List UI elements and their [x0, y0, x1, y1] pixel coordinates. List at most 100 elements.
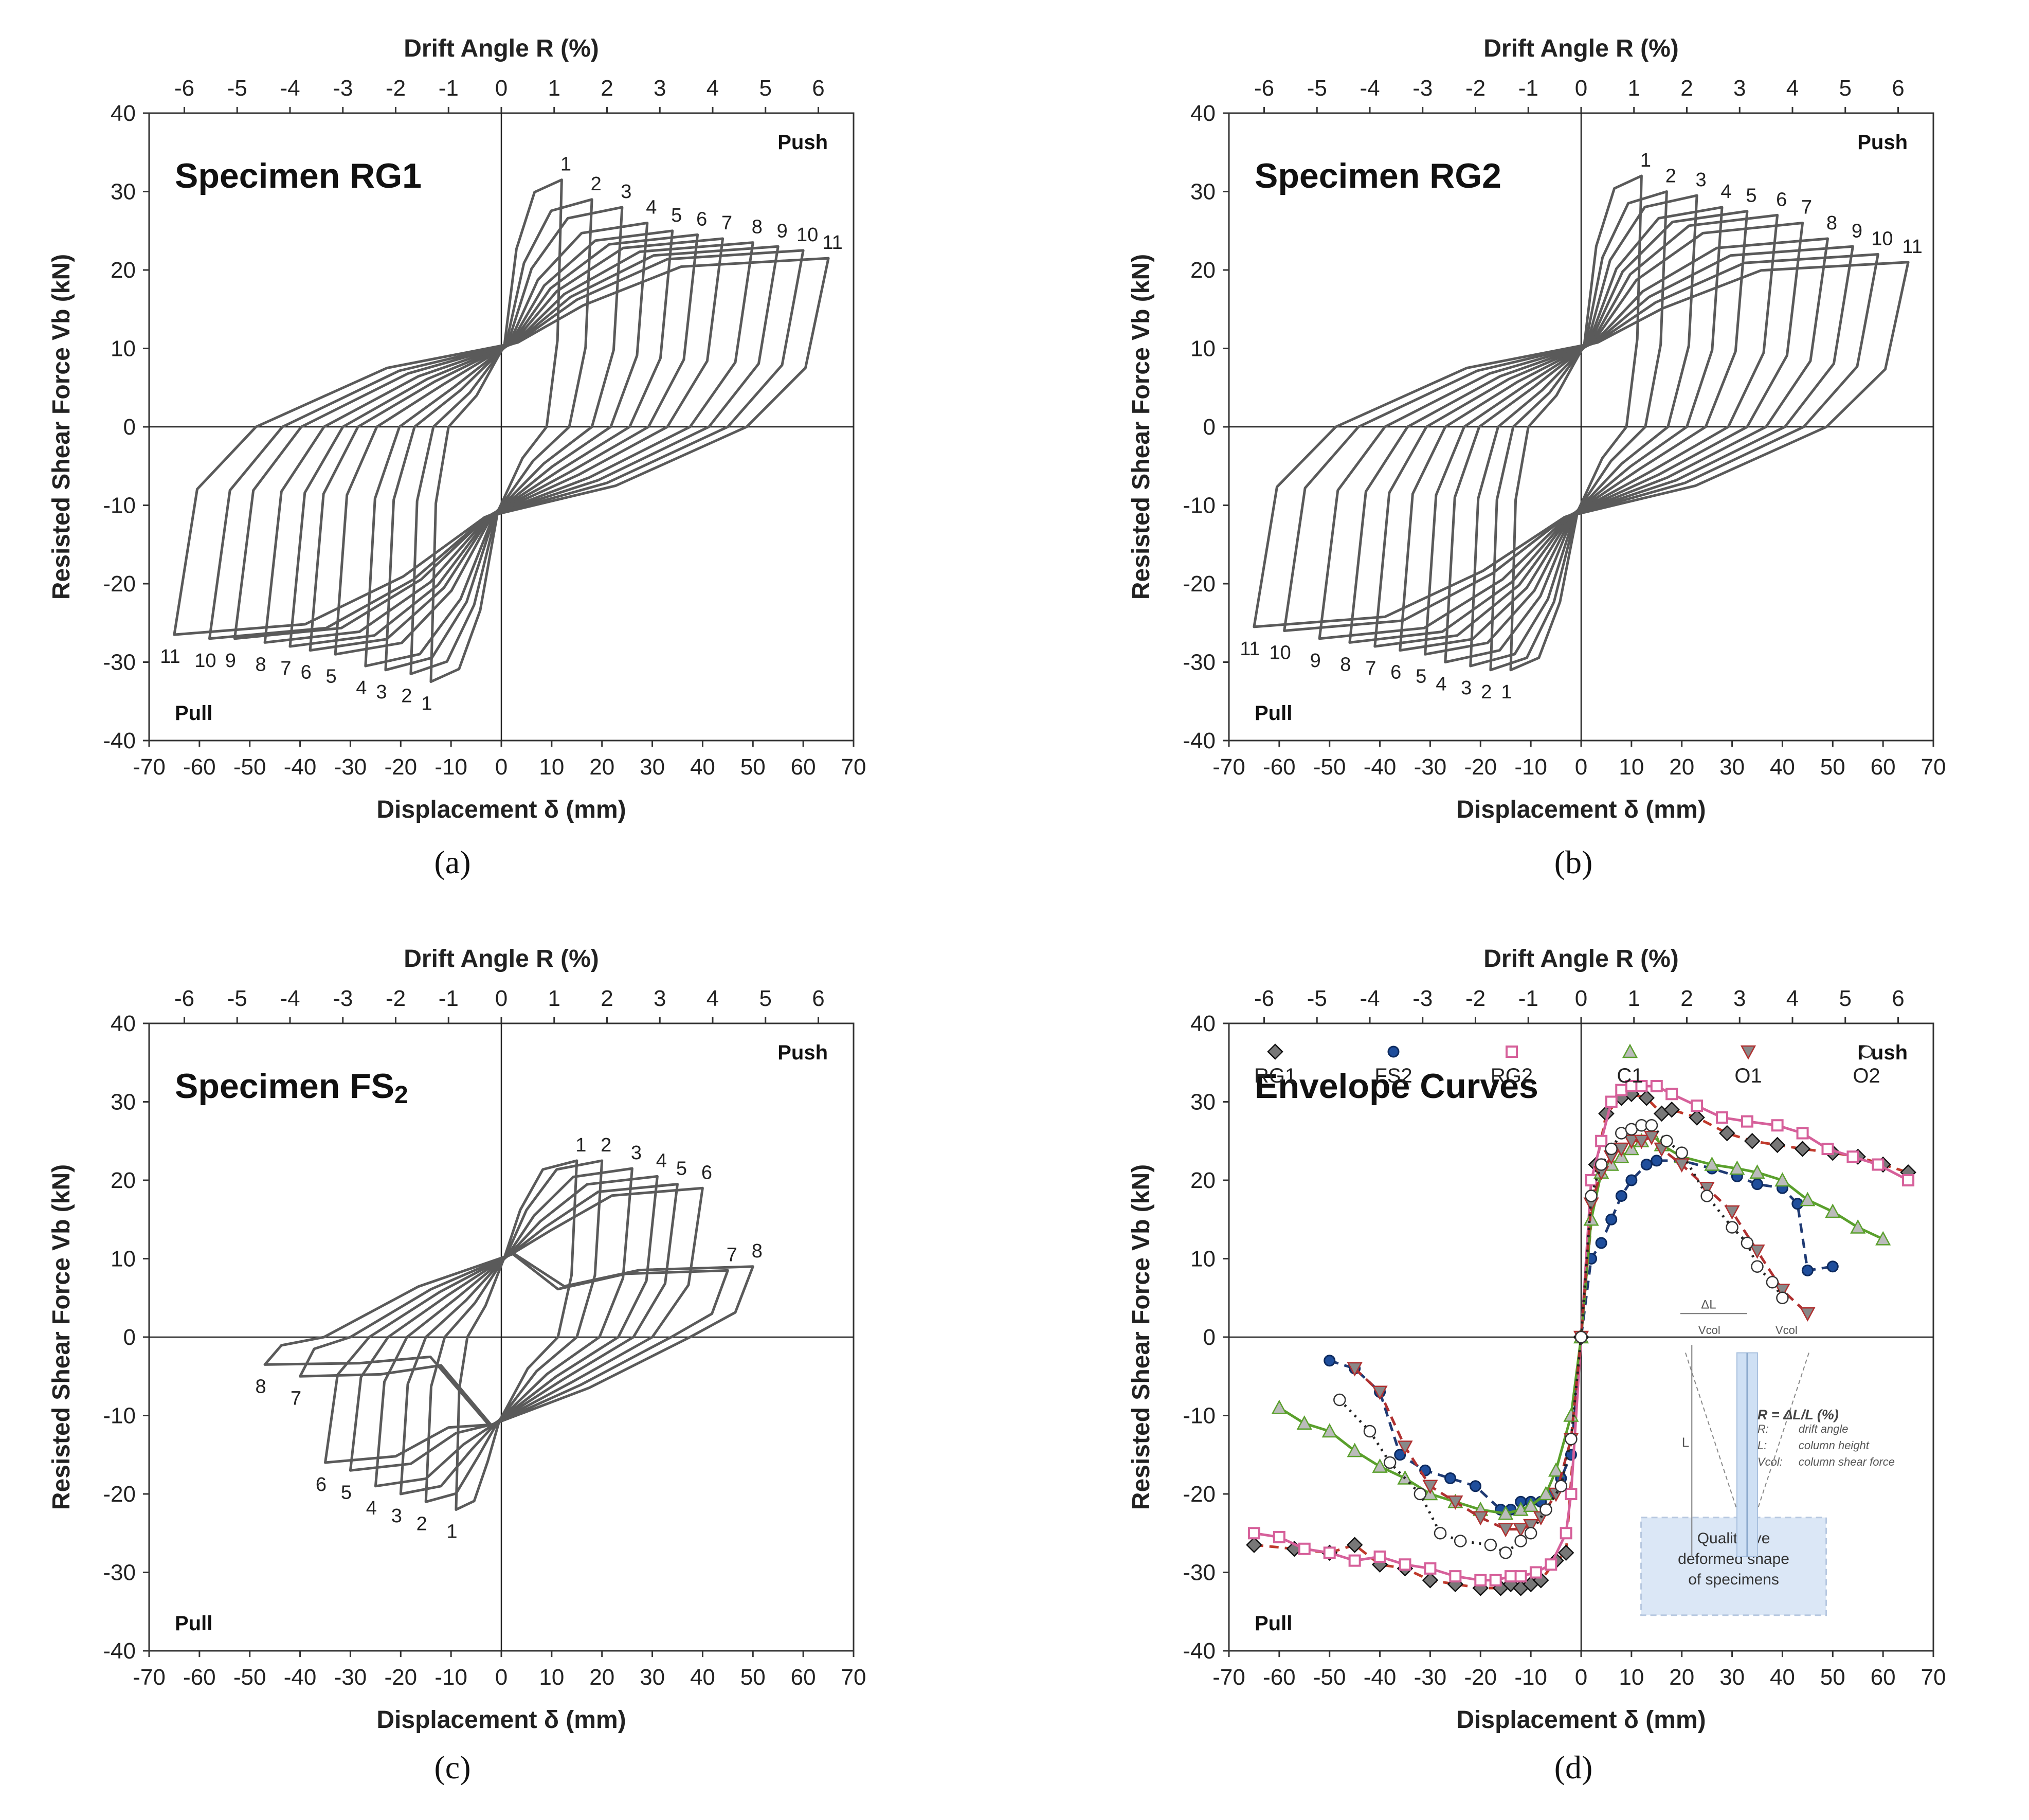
data-point-rg2 [1635, 1080, 1648, 1092]
data-point-rg2 [1424, 1562, 1437, 1575]
legend-marker-c1 [1622, 1043, 1638, 1058]
chart-title-subscript: 2 [394, 1082, 408, 1109]
x-tick-label: 0 [1575, 1665, 1587, 1690]
legend-label: O2 [1853, 1065, 1880, 1087]
data-point-o1 [1749, 1245, 1765, 1259]
y-tick-label: -40 [1183, 728, 1216, 753]
inset-shape-box [1640, 1517, 1827, 1616]
chart-title-main: Envelope Curves [1255, 1067, 1538, 1106]
data-point-rg2 [1565, 1488, 1578, 1500]
y-tick-label: -10 [103, 1403, 136, 1429]
x2-tick-label: -1 [1518, 76, 1538, 101]
x-tick-label: 40 [1770, 754, 1795, 780]
x2-tick-label: -5 [1307, 986, 1327, 1011]
y-tick-label: 20 [111, 1168, 136, 1193]
data-point-rg2 [1741, 1115, 1753, 1128]
y-axis-label: Resisted Shear Force Vb (kN) [1128, 254, 1155, 600]
x2-tick-label: 2 [601, 76, 613, 101]
data-point-rg1 [1719, 1125, 1735, 1142]
cycle-label-pull: 4 [1436, 674, 1446, 695]
data-point-rg2 [1373, 1551, 1386, 1563]
x-tick-label: 50 [1820, 1665, 1845, 1690]
x2-tick-label: -3 [333, 76, 353, 101]
y-tick-label: 30 [111, 1090, 136, 1115]
y-tick-label: -40 [1183, 1638, 1216, 1664]
chart-title: Specimen RG1 [175, 156, 422, 195]
x-tick-label: 70 [841, 754, 866, 780]
data-point-rg2 [1489, 1574, 1502, 1587]
x2-tick-label: -1 [1518, 986, 1538, 1011]
x2-axis-label: Drift Angle R (%) [404, 945, 599, 972]
x-tick-label: -30 [1414, 1665, 1447, 1690]
inset-v-label-right: Vcol [1776, 1324, 1798, 1337]
inset-title-1: Qualitative [1697, 1530, 1770, 1547]
x-tick-label: -40 [1364, 1665, 1397, 1690]
data-point-c1 [1347, 1443, 1363, 1457]
y-axis-label: Resisted Shear Force Vb (kN) [48, 1164, 75, 1510]
data-point-o2 [1645, 1119, 1658, 1132]
data-point-rg2 [1529, 1566, 1542, 1579]
x2-tick-label: 1 [1628, 76, 1640, 101]
x-tick-label: 30 [640, 1665, 665, 1690]
caption-a: (a) [434, 844, 471, 880]
hysteresis-loop-8 [263, 1252, 754, 1427]
data-point-o2 [1499, 1546, 1512, 1559]
cycle-label-push: 1 [560, 154, 571, 175]
x-tick-label: -60 [183, 1665, 216, 1690]
legend-marker-o2 [1860, 1045, 1873, 1058]
x-tick-label: 60 [1871, 754, 1896, 780]
cycle-label-push: 3 [1696, 169, 1707, 191]
chart-title-main: Specimen RG1 [175, 156, 422, 195]
x-tick-label: 40 [690, 754, 715, 780]
y-tick-label: -10 [1183, 1403, 1216, 1429]
caption-c: (c) [434, 1749, 471, 1786]
data-point-rg2 [1348, 1554, 1361, 1567]
cycle-label-push: 2 [591, 173, 602, 195]
cycle-label-pull: 8 [1340, 654, 1351, 675]
x2-tick-label: 1 [548, 986, 560, 1011]
caption-d: (d) [1554, 1749, 1593, 1786]
y-tick-label: 30 [1190, 1090, 1216, 1115]
data-point-c1 [1321, 1423, 1337, 1438]
data-point-o2 [1776, 1291, 1789, 1304]
y-tick-label: 20 [1190, 1168, 1216, 1193]
x-tick-label: 60 [791, 1665, 816, 1690]
inset-title-2: deformed shape [1678, 1551, 1789, 1567]
data-point-rg1 [1794, 1141, 1811, 1157]
data-point-o1 [1498, 1523, 1514, 1538]
data-point-o2 [1741, 1236, 1754, 1250]
x-tick-label: 70 [1921, 1665, 1946, 1690]
x-tick-label: -70 [1212, 754, 1245, 780]
x2-tick-label: 3 [1733, 76, 1746, 101]
x-tick-label: -10 [434, 1665, 467, 1690]
data-point-o1 [1372, 1385, 1388, 1400]
x2-tick-label: 3 [654, 986, 666, 1011]
x2-tick-label: 5 [759, 76, 772, 101]
x-tick-label: 60 [791, 754, 816, 780]
x-tick-label: -60 [1263, 1665, 1296, 1690]
legend-label: RG2 [1491, 1065, 1533, 1087]
x-tick-label: -30 [334, 1665, 367, 1690]
data-point-c1 [1729, 1160, 1745, 1175]
x2-tick-label: 4 [706, 986, 719, 1011]
cycle-label-push: 4 [646, 197, 657, 219]
cycle-label-pull: 6 [1390, 662, 1401, 683]
data-point-rg2 [1796, 1127, 1809, 1140]
cycle-label-pull: 6 [316, 1474, 327, 1495]
series-line-rg1 [1254, 1092, 1909, 1590]
cycle-label-pull: 9 [1310, 650, 1321, 672]
y-tick-label: -40 [103, 1638, 136, 1664]
inset-formula: R = ΔL/L (%) [1758, 1407, 1839, 1422]
x-tick-label: -20 [1464, 754, 1497, 780]
cycle-label-push: 8 [1826, 212, 1837, 234]
x2-tick-label: 0 [1575, 986, 1587, 1011]
chart-title: Envelope Curves [1255, 1067, 1538, 1106]
inset-legend-desc: column shear force [1799, 1455, 1895, 1468]
data-point-c1 [1850, 1219, 1866, 1234]
x-tick-label: -40 [1364, 754, 1397, 780]
x2-axis-label: Drift Angle R (%) [1483, 945, 1679, 972]
envelope-curves-chart: -70 -60 -50 -40 -30 -20 -10 0 10 20 30 40 50 60 70-40-… [1128, 945, 1946, 1734]
cycle-label-push: 11 [1902, 236, 1922, 258]
y-tick-label: 0 [1203, 1325, 1216, 1350]
x-tick-label: 70 [841, 1665, 866, 1690]
